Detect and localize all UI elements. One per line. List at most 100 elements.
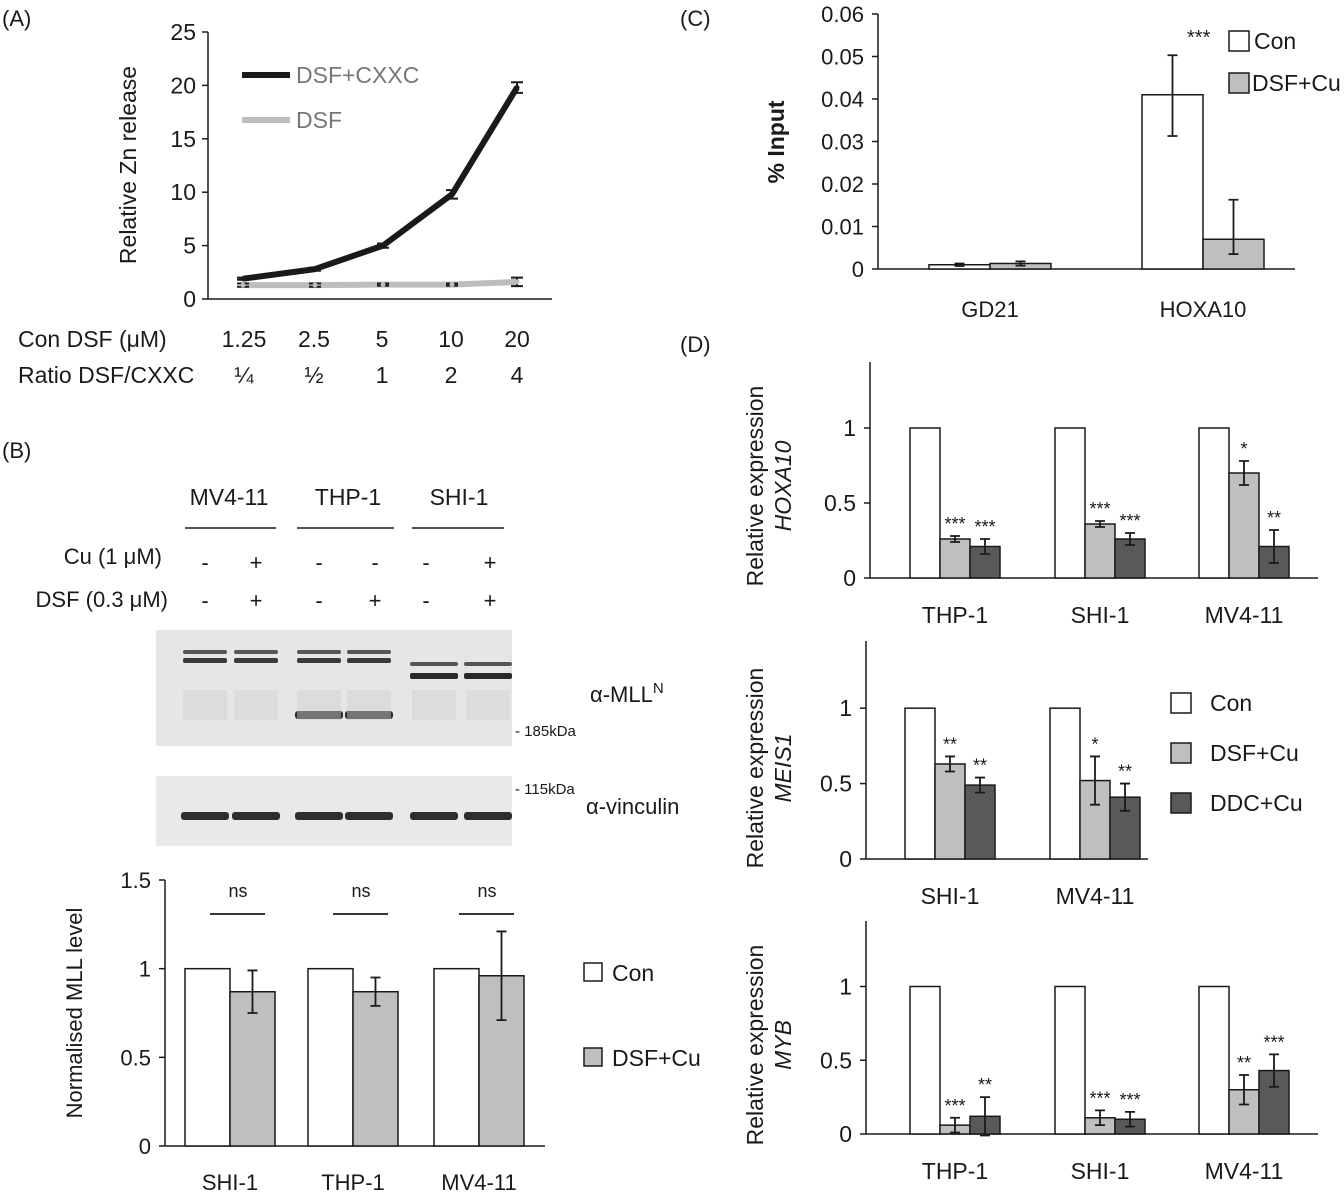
data-point: [449, 191, 455, 197]
panel-c-ylabel: % Input: [763, 100, 789, 183]
y-tick-label: 0: [852, 257, 864, 282]
y-tick-label: 1.5: [120, 868, 151, 893]
bar-con: [904, 707, 936, 860]
error-bar: [980, 1096, 990, 1137]
error-bar: [1095, 520, 1105, 528]
x-tick-label: MV4-11: [441, 1170, 516, 1194]
legend-swatch-dsf-cu: [1228, 72, 1250, 94]
cu-sign: -: [201, 550, 208, 575]
mll-band: [183, 650, 227, 654]
data-point: [514, 85, 520, 91]
ratio-label: 1: [376, 362, 389, 388]
panel-a-ylabel: Relative Zn release: [115, 66, 141, 264]
y-tick-label: 20: [170, 72, 196, 98]
error-bar: [1125, 1110, 1135, 1128]
mll-band: [297, 658, 341, 663]
mll-band: [234, 658, 278, 663]
mll-band: [347, 658, 391, 663]
cu-sign: +: [250, 550, 263, 575]
legend-label-ddc-cu: DDC+Cu: [1210, 790, 1303, 816]
blot-cell-line-mv4-11: MV4-11: [190, 484, 269, 510]
mll-band: [464, 662, 512, 666]
blot-smear: [466, 690, 510, 720]
blot-smear: [347, 690, 391, 720]
error-bar: [1095, 1109, 1105, 1127]
y-tick-label: 0.04: [821, 87, 864, 112]
panel-a-row2-label: Ratio DSF/CXXC: [18, 362, 194, 388]
x-tick-label: SHI-1: [1071, 1158, 1130, 1184]
ylabel-line2: MEIS1: [770, 733, 796, 802]
vinculin-band: [464, 812, 512, 820]
x-tick-label: MV4-11: [1205, 602, 1284, 628]
ylabel-line1: Relative expression: [742, 668, 768, 869]
significance-stars: **: [1237, 1053, 1251, 1073]
bar-con: [1049, 707, 1081, 860]
blot-cell-line-shi-1: SHI-1: [430, 484, 489, 510]
x-tick-label: SHI-1: [202, 1170, 258, 1194]
x-tick-label: SHI-1: [1071, 602, 1130, 628]
y-tick-label: 15: [170, 126, 196, 152]
vinculin-band: [295, 812, 343, 820]
dsf-sign: -: [422, 588, 429, 613]
vinculin-band: [345, 812, 393, 820]
legend-label-dsf: DSF: [296, 107, 342, 133]
dsf-sign: -: [201, 588, 208, 613]
error-bar: [1120, 782, 1130, 812]
bar-con: [184, 967, 231, 1147]
error-bar: [975, 776, 985, 794]
significance-stars: *: [1091, 734, 1098, 754]
significance-stars: ***: [944, 514, 965, 534]
mll-fusion-band: [345, 711, 393, 719]
bar-con: [433, 967, 480, 1147]
y-tick-label: 10: [170, 179, 196, 205]
x-tick-label: THP-1: [922, 602, 988, 628]
y-tick-label: 25: [170, 19, 196, 45]
error-bar: [954, 262, 965, 267]
data-point: [514, 279, 520, 285]
y-tick-label: 1: [839, 974, 852, 1000]
vinculin-antibody-label: α-vinculin: [586, 794, 679, 819]
bar-con: [1054, 427, 1086, 579]
mll-band: [183, 658, 227, 663]
significance-ns: ns: [351, 881, 370, 901]
cu-sign: -: [315, 550, 322, 575]
significance-stars: **: [1118, 762, 1132, 782]
vinculin-band: [232, 812, 280, 820]
panel-d-hoxa10-chart: 00.51*** ***THP-1******SHI-1***MV4-11Rela…: [742, 362, 1318, 628]
x-tick-label: 2.5: [298, 326, 330, 352]
significance-stars: **: [978, 1075, 992, 1095]
y-tick-label: 0: [139, 1134, 151, 1159]
panel-a-row1-label: Con DSF (μM): [18, 326, 167, 352]
ratio-label: ½: [304, 362, 323, 388]
x-tick-label: THP-1: [321, 1170, 385, 1194]
x-tick-label: 1.25: [222, 326, 267, 352]
vinculin-blot-image: [156, 776, 512, 846]
bar-dsf-cu: [1228, 472, 1260, 579]
blot-cell-line-thp-1: THP-1: [315, 484, 381, 510]
blot-dsf-label: DSF (0.3 μM): [36, 587, 168, 612]
y-tick-label: 1: [843, 415, 856, 441]
panel-label-c: (C): [680, 6, 711, 31]
vinculin-band: [410, 812, 458, 820]
bar-dsf-cu: [1084, 523, 1116, 579]
significance-ns: ns: [228, 881, 247, 901]
panel-label-b: (B): [2, 438, 31, 463]
blot-smear: [412, 690, 456, 720]
legend-swatch-dsf-cu: [1170, 742, 1192, 764]
data-point: [380, 243, 386, 249]
ratio-label: ¼: [234, 362, 254, 388]
panel-d-ylabel: Relative expressionHOXA10: [742, 386, 796, 587]
legend-swatch-dsf-cu: [583, 1047, 603, 1067]
legend-swatch-ddc-cu: [1170, 792, 1192, 814]
legend-label-con: Con: [612, 960, 654, 986]
legend-swatch-con: [1170, 692, 1192, 714]
significance-stars: ***: [1119, 1090, 1140, 1110]
significance-stars: ***: [1089, 499, 1110, 519]
y-tick-label: 0: [183, 286, 196, 312]
bar-ddc-cu: [964, 784, 996, 860]
panel-d-myb-chart: 00.51*****THP-1*** ***SHI-1*****MV4-11Rel…: [742, 921, 1318, 1184]
y-tick-label: 1: [139, 957, 151, 982]
blot-smear: [183, 690, 227, 720]
